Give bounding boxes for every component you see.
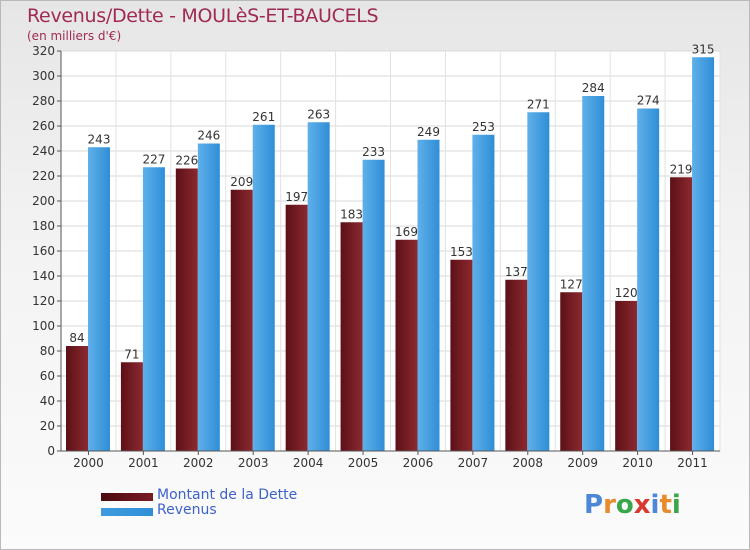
data-label-debt-2001: 71 xyxy=(124,347,139,361)
bar-debt-2003 xyxy=(230,189,253,451)
y-tick-label-240: 240 xyxy=(32,144,55,158)
data-label-debt-2009: 127 xyxy=(560,277,583,291)
legend-swatch-revenue xyxy=(101,508,153,516)
y-tick-label-60: 60 xyxy=(40,369,55,383)
data-label-revenue-2010: 274 xyxy=(637,94,660,108)
data-label-debt-2008: 137 xyxy=(505,265,528,279)
bar-revenue-2005 xyxy=(362,159,385,451)
bar-debt-2002 xyxy=(175,168,198,451)
y-tick-label-80: 80 xyxy=(40,344,55,358)
data-label-revenue-2000: 243 xyxy=(88,132,111,146)
bar-revenue-2008 xyxy=(527,112,550,451)
bar-revenue-2007 xyxy=(472,134,495,451)
bar-debt-2008 xyxy=(505,279,528,451)
bar-revenue-2006 xyxy=(417,139,440,451)
data-label-debt-2002: 226 xyxy=(175,154,198,168)
bar-debt-2009 xyxy=(560,292,583,451)
y-tick-label-280: 280 xyxy=(32,94,55,108)
x-tick-label-2010: 2010 xyxy=(622,456,653,470)
data-label-debt-2000: 84 xyxy=(69,331,84,345)
logo-letter-0: P xyxy=(584,490,604,520)
data-label-revenue-2009: 284 xyxy=(582,81,605,95)
data-label-revenue-2005: 233 xyxy=(362,145,385,159)
logo-letter-1: r xyxy=(603,490,616,520)
data-label-revenue-2004: 263 xyxy=(307,107,330,121)
bar-debt-2000 xyxy=(66,346,88,451)
x-tick-label-2002: 2002 xyxy=(183,456,214,470)
data-label-revenue-2011: 315 xyxy=(692,42,715,56)
y-tick-label-120: 120 xyxy=(32,294,55,308)
bar-debt-2004 xyxy=(285,204,308,451)
x-tick-label-2008: 2008 xyxy=(513,456,544,470)
chart-title: Revenus/Dette - MOULèS-ET-BAUCELS xyxy=(27,5,379,27)
data-label-debt-2006: 169 xyxy=(395,225,418,239)
data-label-revenue-2002: 246 xyxy=(197,129,220,143)
logo-letter-5: t xyxy=(659,490,672,520)
proxiti-logo: Proxiti xyxy=(584,490,681,520)
bar-debt-2010 xyxy=(615,301,638,451)
x-tick-label-2006: 2006 xyxy=(403,456,434,470)
data-label-revenue-2007: 253 xyxy=(472,120,495,134)
y-tick-label-140: 140 xyxy=(32,269,55,283)
y-tick-label-160: 160 xyxy=(32,244,55,258)
legend-label-revenue: Revenus xyxy=(157,502,217,518)
x-tick-label-2007: 2007 xyxy=(458,456,489,470)
data-label-debt-2007: 153 xyxy=(450,245,473,259)
data-label-revenue-2003: 261 xyxy=(252,110,275,124)
bar-revenue-2003 xyxy=(252,124,275,451)
logo-letter-3: x xyxy=(633,490,651,520)
y-tick-label-40: 40 xyxy=(40,394,55,408)
data-label-debt-2004: 197 xyxy=(285,190,308,204)
bar-revenue-2011 xyxy=(692,57,715,451)
y-tick-label-220: 220 xyxy=(32,169,55,183)
y-tick-label-0: 0 xyxy=(47,444,55,458)
data-label-debt-2005: 183 xyxy=(340,207,363,221)
x-tick-label-2001: 2001 xyxy=(128,456,159,470)
data-label-debt-2010: 120 xyxy=(615,286,638,300)
bar-debt-2001 xyxy=(120,362,143,451)
x-tick-label-2009: 2009 xyxy=(567,456,598,470)
y-tick-label-320: 320 xyxy=(32,44,55,58)
data-label-debt-2003: 209 xyxy=(230,175,253,189)
bar-revenue-2004 xyxy=(307,122,330,451)
bar-revenue-2002 xyxy=(197,143,220,451)
x-tick-label-2011: 2011 xyxy=(677,456,708,470)
data-label-revenue-2001: 227 xyxy=(142,152,165,166)
y-tick-label-200: 200 xyxy=(32,194,55,208)
bar-revenue-2001 xyxy=(142,167,165,451)
y-tick-label-260: 260 xyxy=(32,119,55,133)
x-tick-label-2005: 2005 xyxy=(348,456,379,470)
y-tick-label-300: 300 xyxy=(32,69,55,83)
y-tick-label-20: 20 xyxy=(40,419,55,433)
bar-revenue-2010 xyxy=(637,108,660,451)
logo-letter-4: i xyxy=(650,490,660,520)
bar-debt-2007 xyxy=(450,259,473,451)
bar-revenue-2000 xyxy=(88,147,110,451)
x-tick-label-2003: 2003 xyxy=(238,456,269,470)
y-tick-label-100: 100 xyxy=(32,319,55,333)
bar-debt-2005 xyxy=(340,222,363,451)
bar-revenue-2009 xyxy=(582,96,605,451)
x-tick-label-2004: 2004 xyxy=(293,456,324,470)
logo-letter-6: i xyxy=(671,490,681,520)
chart-subtitle: (en milliers d'€) xyxy=(27,29,122,43)
legend-label-debt: Montant de la Dette xyxy=(157,487,298,503)
x-tick-label-2000: 2000 xyxy=(73,456,104,470)
bar-debt-2006 xyxy=(395,239,418,451)
data-label-revenue-2008: 271 xyxy=(527,97,550,111)
y-tick-label-180: 180 xyxy=(32,219,55,233)
bar-debt-2011 xyxy=(670,177,693,451)
data-label-revenue-2006: 249 xyxy=(417,125,440,139)
logo-letter-2: o xyxy=(615,490,634,520)
data-label-debt-2011: 219 xyxy=(670,162,693,176)
legend-swatch-debt xyxy=(101,493,153,501)
